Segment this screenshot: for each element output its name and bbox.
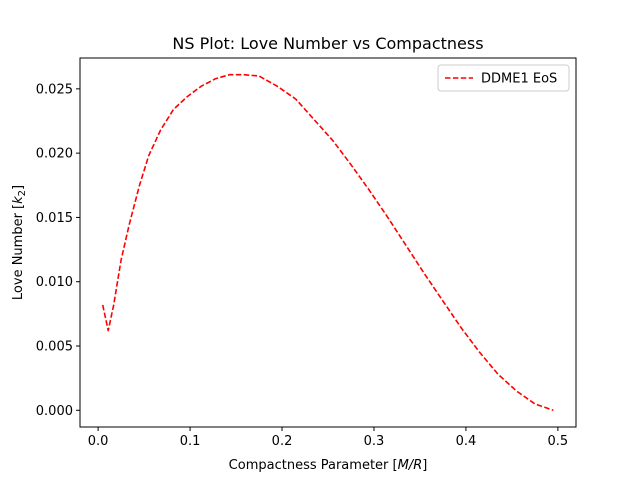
y-tick-label: 0.025: [36, 82, 73, 97]
y-axis-label-variable: k: [11, 196, 26, 204]
chart-title: NS Plot: Love Number vs Compactness: [172, 34, 483, 53]
y-axis-label-subscript: 2: [17, 190, 28, 196]
legend: DDME1 EoS: [437, 64, 570, 92]
legend-box: [437, 64, 570, 92]
y-axis-label: Love Number [k2]: [11, 185, 28, 300]
x-tick-label: 0.0: [88, 434, 109, 449]
y-axis-label-prefix: Love Number [: [11, 204, 26, 300]
x-axis-label-prefix: Compactness Parameter [: [229, 458, 398, 473]
series-layer: [101, 73, 554, 412]
x-axis-label-variable: M/R: [398, 458, 423, 473]
y-tick-label: 0.015: [36, 211, 73, 226]
x-axis-label-suffix: ]: [422, 458, 427, 473]
legend-label: DDME1 EoS: [481, 72, 557, 87]
x-tick-label: 0.1: [180, 434, 201, 449]
y-tick-label: 0.000: [36, 404, 73, 419]
y-tick-label: 0.020: [36, 147, 73, 162]
x-tick-label: 0.2: [272, 434, 293, 449]
x-tick-label: 0.3: [364, 434, 385, 449]
x-tick-label: 0.4: [456, 434, 477, 449]
ticks-layer: 0.0 0.1 0.2 0.3 0.4 0.5 0.000 0.005 0.010 0.015 0.…: [36, 82, 568, 449]
y-tick-label: 0.010: [36, 275, 73, 290]
x-axis-label: Compactness Parameter [M/R]: [229, 458, 428, 473]
y-tick-label: 0.005: [36, 340, 73, 355]
y-axis-label-suffix: ]: [11, 185, 26, 190]
series-line-ddme1: [101, 73, 554, 412]
plot-frame: [79, 57, 577, 428]
x-tick-label: 0.5: [548, 434, 569, 449]
